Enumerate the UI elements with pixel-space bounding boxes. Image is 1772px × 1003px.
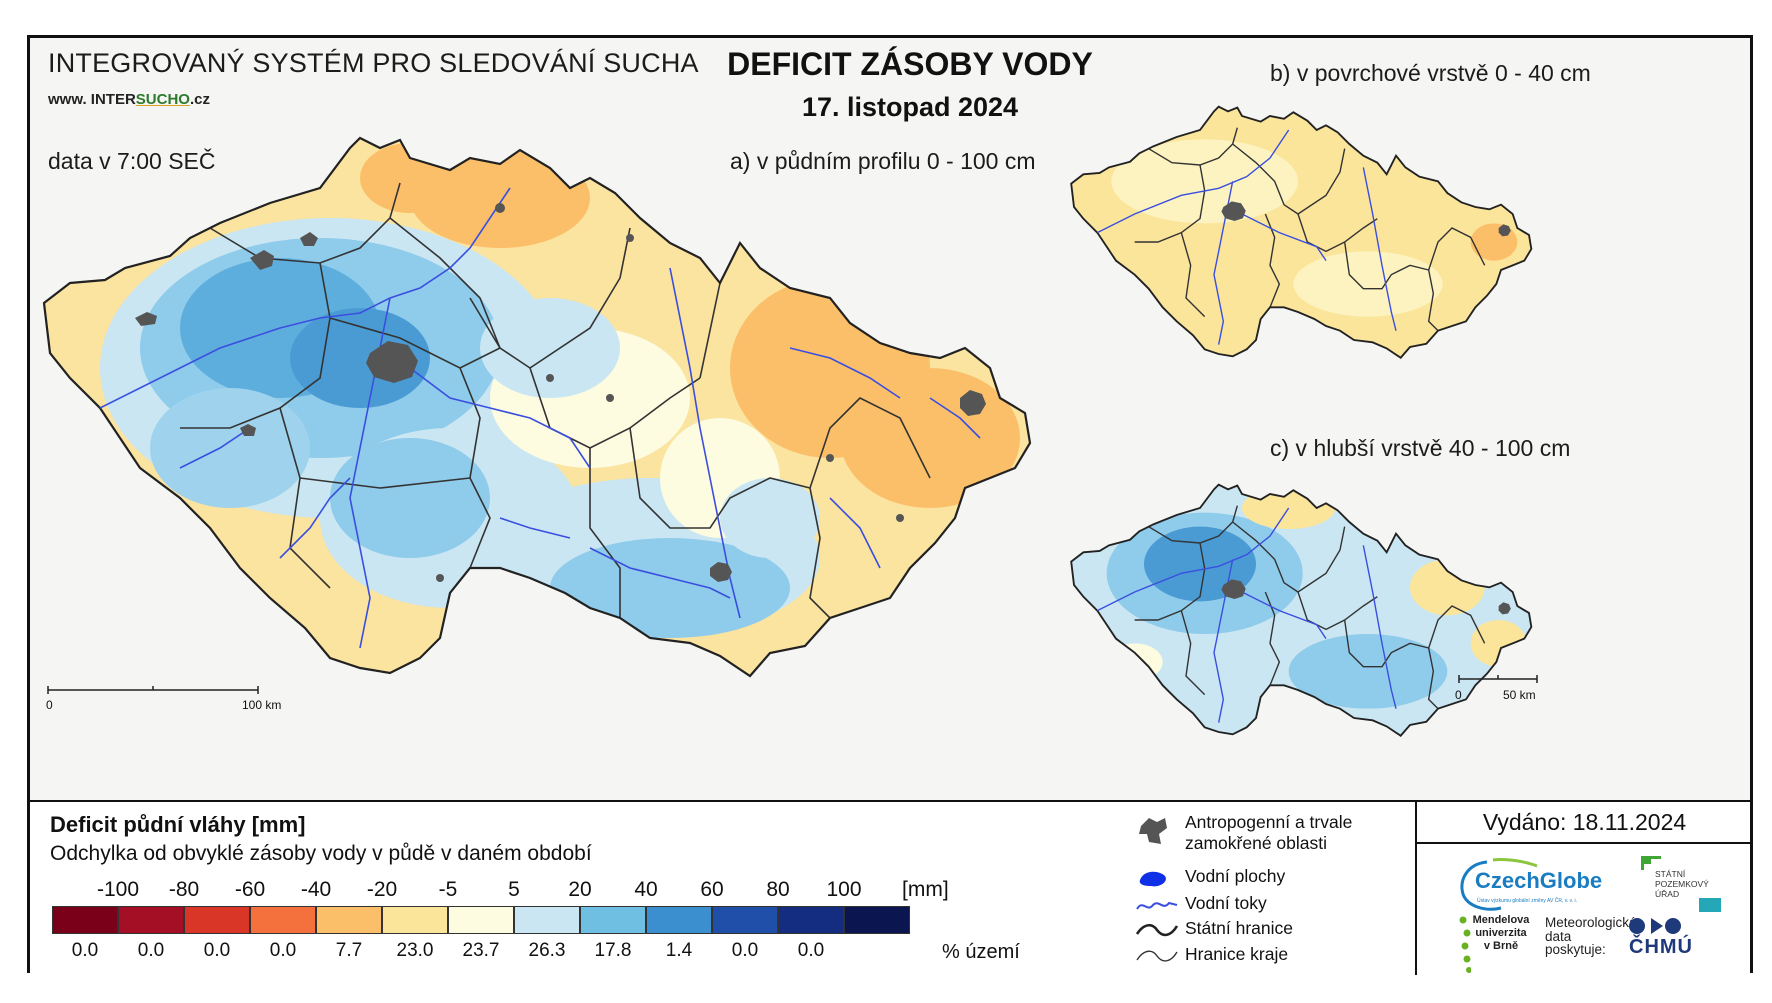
- globe-arc-icon: [1460, 858, 1538, 911]
- legend-swatch: [712, 906, 778, 934]
- map-area: INTEGROVANÝ SYSTÉM PRO SLEDOVÁNÍ SUCHA w…: [30, 38, 1750, 798]
- symbol-water-bodies: Vodní plochy: [1135, 866, 1405, 892]
- anthropogenic-area-icon: [1139, 818, 1167, 844]
- legend-title: Deficit půdní vláhy [mm]: [50, 812, 306, 837]
- top-map-caption: b) v povrchové vrstvě 0 - 40 cm: [1270, 60, 1591, 86]
- region-border-icon: [1136, 950, 1178, 962]
- legend-swatch: [316, 906, 382, 934]
- page-title: DEFICIT ZÁSOBY VODY: [727, 46, 1093, 82]
- legend-percentage: 1.4: [665, 940, 693, 961]
- symbol-anthropogenic: Antropogenní a trvale zamokřené oblasti: [1135, 812, 1405, 860]
- water-body-icon: [1139, 871, 1166, 887]
- legend-bound: 60: [700, 878, 724, 901]
- mendel-logo: Mendelova univerzita v Brně: [1459, 914, 1559, 974]
- spu-square-icon: [1699, 898, 1721, 912]
- legend-percentage: 0.0: [203, 940, 231, 961]
- legend-swatch: [448, 906, 514, 934]
- main-scale-start: 0: [46, 698, 53, 712]
- legend-bound: -100: [96, 878, 140, 901]
- map-date: 17. listopad 2024: [801, 92, 1019, 122]
- website-link[interactable]: www. INTERSUCHO.cz: [48, 91, 210, 108]
- legend-bound: 80: [766, 878, 790, 901]
- legend-percentage: 23.0: [396, 940, 434, 961]
- legend-percentage: 26.3: [528, 940, 566, 961]
- mendel-dots-icon: [1459, 916, 1471, 973]
- legend-swatch: [118, 906, 184, 934]
- legend-percentage: 0.0: [137, 940, 165, 961]
- legend-percentage: 0.0: [731, 940, 759, 961]
- legend-percentage: 0.0: [797, 940, 825, 961]
- logos: CzechGlobe Ústav výzkumu globální změny …: [1417, 844, 1752, 975]
- bottom-map: [1070, 483, 1533, 737]
- legend-swatch: [184, 906, 250, 934]
- legend-bounds: -100 -80 -60 -40 -20 -5 5 20 40 60 80 100: [50, 878, 920, 902]
- system-name: INTEGROVANÝ SYSTÉM PRO SLEDOVÁNÍ SUCHA: [48, 48, 699, 78]
- legend-bound: -5: [438, 878, 458, 901]
- legend-panel: Deficit půdní vláhy [mm] Odchylka od obv…: [30, 800, 1752, 975]
- symbol-region-border: Hranice kraje: [1135, 944, 1405, 970]
- legend-subtitle: Odchylka od obvyklé zásoby vody v půdě v…: [50, 842, 592, 865]
- top-map: [1070, 105, 1533, 359]
- legend-percentage: 7.7: [335, 940, 363, 961]
- legend-swatch: [514, 906, 580, 934]
- legend-bound: 5: [508, 878, 520, 901]
- legend-swatch: [844, 906, 910, 934]
- legend-bound: -60: [234, 878, 266, 901]
- main-scale-end: 100 km: [242, 698, 282, 712]
- meteo-data-note: Meteorologická data poskytuje:: [1545, 915, 1637, 957]
- bottom-scale-start: 0: [1455, 688, 1462, 702]
- legend-percentage: 0.0: [269, 940, 297, 961]
- legend-bound: 100: [826, 878, 862, 901]
- legend-percentage: 17.8: [594, 940, 632, 961]
- symbol-state-border: Státní hranice: [1135, 918, 1405, 944]
- issued-date: Vydáno: 18.11.2024: [1417, 802, 1752, 844]
- legend-swatch: [778, 906, 844, 934]
- state-border-icon: [1135, 923, 1179, 937]
- chmu-logo: ČHMÚ: [1629, 916, 1719, 966]
- legend-swatch: [382, 906, 448, 934]
- spu-mark-icon: [1641, 856, 1661, 870]
- publisher-panel: Vydáno: 18.11.2024 CzechGlobe Ústav výzk…: [1415, 802, 1752, 975]
- main-map: [42, 136, 1032, 694]
- legend-bound: 40: [634, 878, 658, 901]
- legend-bound: -80: [168, 878, 200, 901]
- legend-swatch: [250, 906, 316, 934]
- legend-bound: 20: [568, 878, 592, 901]
- spu-logo: STÁTNÍ POZEMKOVÝ ÚŘAD: [1639, 854, 1729, 914]
- data-time-note: data v 7:00 SEČ: [48, 148, 216, 174]
- legend-swatch: [52, 906, 118, 934]
- legend-swatch: [646, 906, 712, 934]
- chmu-mark-icon: [1629, 918, 1681, 934]
- legend-unit: [mm]: [902, 878, 949, 901]
- legend-bound: -40: [300, 878, 332, 901]
- bottom-map-caption: c) v hlubší vrstvě 40 - 100 cm: [1270, 435, 1571, 461]
- legend-bound: -20: [366, 878, 398, 901]
- legend-color-bar: [52, 906, 910, 934]
- legend-pct-unit: % území: [942, 941, 1020, 963]
- bottom-scale-end: 50 km: [1503, 688, 1536, 702]
- legend-percentage: 0.0: [71, 940, 99, 961]
- legend-swatch: [580, 906, 646, 934]
- legend-percentage: 23.7: [462, 940, 500, 961]
- bottom-scale-bar: [1458, 675, 1538, 683]
- map-frame: INTEGROVANÝ SYSTÉM PRO SLEDOVÁNÍ SUCHA w…: [27, 35, 1753, 975]
- czechglobe-logo: CzechGlobe Ústav výzkumu globální změny …: [1457, 856, 1607, 917]
- symbol-streams: Vodní toky: [1135, 893, 1405, 919]
- stream-icon: [1136, 901, 1178, 910]
- main-map-caption: a) v půdním profilu 0 - 100 cm: [730, 148, 1036, 174]
